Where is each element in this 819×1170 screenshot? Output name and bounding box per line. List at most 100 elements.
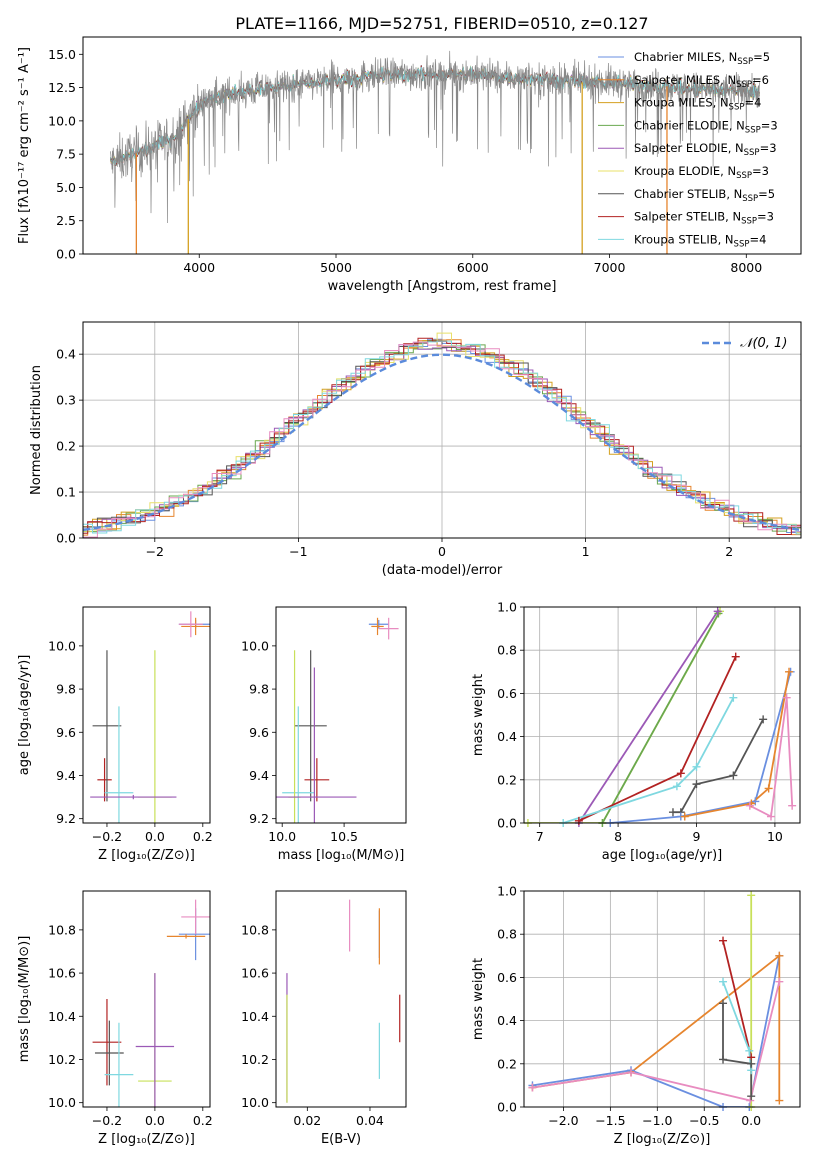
weight-marker xyxy=(680,812,689,821)
y-tick-label: 9.2 xyxy=(249,811,269,826)
x-tick-label: 10.0 xyxy=(268,829,296,844)
y-tick-label: 9.2 xyxy=(56,811,76,826)
spectrum-panel: 4000 5000 6000 7000 8000 0.0 2.5 5.0 7.5 10.0 12.5… xyxy=(17,36,802,294)
normal-curve xyxy=(83,353,801,532)
y-tick-label: 0.6 xyxy=(497,686,517,701)
weight-line xyxy=(749,697,794,818)
y-tick-label: 15.0 xyxy=(48,47,76,62)
x-axis-label: E(B-V) xyxy=(321,1132,361,1147)
y-tick-label: 9.4 xyxy=(249,768,269,783)
legend-label: Chabrier ELODIE, NSSP=3 xyxy=(634,118,778,135)
mass-vs-ebv-panel: 0.02 0.04 10.0 10.2 10.4 10.6 10.8 E(B-V) xyxy=(241,890,407,1147)
y-axis-label: mass weight xyxy=(471,674,486,756)
legend-label: Kroupa ELODIE, NSSP=3 xyxy=(634,164,769,181)
y-tick-label: 0.8 xyxy=(497,927,517,942)
axes-frame xyxy=(275,890,407,1108)
legend-label: Chabrier STELIB, NSSP=5 xyxy=(634,187,775,204)
weight-marker xyxy=(719,977,728,986)
weight-marker xyxy=(719,1055,728,1064)
x-axis-label: (data-model)/error xyxy=(382,563,503,578)
x-tick-label: 0.2 xyxy=(193,829,213,844)
x-tick-label: 2 xyxy=(725,544,733,559)
histogram-step xyxy=(83,337,801,535)
plot-area xyxy=(286,899,401,1103)
weight-marker xyxy=(759,715,768,724)
y-axis-label: age [log₁₀(age/yr)] xyxy=(17,655,32,776)
legend-label: 𝒩(0, 1) xyxy=(740,336,787,351)
plot-area xyxy=(276,617,399,823)
weight-marker xyxy=(766,812,775,821)
y-tick-label: 10.2 xyxy=(241,1052,269,1067)
weight-marker xyxy=(676,769,685,778)
plot-area xyxy=(83,332,801,538)
x-axis-label: age [log₁₀(age/yr)] xyxy=(602,848,723,863)
y-tick-label: 0.1 xyxy=(56,485,76,500)
x-tick-label: 0.2 xyxy=(193,1113,213,1128)
weight-marker xyxy=(574,816,583,825)
y-tick-label: 10.4 xyxy=(48,1009,76,1024)
y-tick-label: 12.5 xyxy=(48,80,76,95)
x-tick-label: 0.0 xyxy=(145,829,165,844)
weight-marker xyxy=(719,936,728,945)
y-tick-label: 5.0 xyxy=(56,180,76,195)
y-tick-label: 0.0 xyxy=(497,1100,517,1115)
y-tick-label: 9.6 xyxy=(249,725,269,740)
y-tick-label: 10.4 xyxy=(241,1009,269,1024)
x-tick-label: 9 xyxy=(693,829,701,844)
weight-vs-age-panel: 7 8 9 10 0.0 0.2 0.4 0.6 0.8 1.0 age [log₁₀(age/yr… xyxy=(471,600,801,863)
residual-histogram-panel: −2 −1 0 1 2 0.0 0.1 0.2 0.3 0.4 (data-model)/error… xyxy=(29,321,802,578)
x-tick-label: 10.5 xyxy=(330,829,358,844)
weight-line xyxy=(673,718,764,814)
legend-label: Kroupa MILES, NSSP=4 xyxy=(634,96,761,113)
x-tick-label: −0.2 xyxy=(92,1113,122,1128)
x-tick-label: −0.2 xyxy=(92,829,122,844)
x-tick-label: −2 xyxy=(146,544,164,559)
weight-vs-metallicity-panel: −2.0 −1.5 −1.0 −0.5 0.0 0.0 0.2 0.4 0.6 0.8 1.0 Z [… xyxy=(471,884,801,1147)
x-tick-label: −1.0 xyxy=(642,1113,672,1128)
y-tick-label: 0.0 xyxy=(56,247,76,262)
x-tick-label: 0.02 xyxy=(293,1113,321,1128)
y-tick-label: 10.6 xyxy=(241,966,269,981)
weight-marker xyxy=(713,607,722,616)
weight-marker xyxy=(764,784,773,793)
weight-line xyxy=(562,697,735,823)
x-tick-label: 10 xyxy=(767,829,783,844)
weight-marker xyxy=(745,1046,754,1055)
weight-marker xyxy=(672,782,681,791)
axes-frame xyxy=(523,890,801,1108)
axes-frame xyxy=(275,606,407,824)
weight-marker xyxy=(627,1068,636,1077)
mass-vs-metallicity-panel: −0.2 0.0 0.2 10.0 10.2 10.4 10.6 10.8 Z [log₁₀(Z… xyxy=(17,890,213,1147)
legend-label: Kroupa STELIB, NSSP=4 xyxy=(634,232,766,249)
axes-frame xyxy=(523,606,801,824)
weight-marker xyxy=(692,780,701,789)
y-tick-label: 0.4 xyxy=(497,1013,517,1028)
weight-marker xyxy=(747,891,756,900)
y-tick-label: 0.4 xyxy=(56,347,76,362)
weight-line xyxy=(527,610,721,823)
weight-line xyxy=(601,613,720,823)
histogram-step xyxy=(83,341,801,538)
weight-line xyxy=(684,671,790,818)
x-tick-label: 6000 xyxy=(457,260,489,275)
x-axis-label: Z [log₁₀(Z/Z⊙)] xyxy=(98,1132,195,1147)
y-tick-label: 9.8 xyxy=(249,682,269,697)
plot-area xyxy=(109,50,760,254)
x-tick-label: 5000 xyxy=(320,260,352,275)
y-tick-label: 0.0 xyxy=(56,531,76,546)
y-tick-label: 0.2 xyxy=(497,1056,517,1071)
y-tick-label: 0.2 xyxy=(497,772,517,787)
y-axis-label: Normed distribution xyxy=(29,365,44,495)
axes-frame xyxy=(82,321,802,539)
x-tick-label: −2.0 xyxy=(548,1113,578,1128)
x-tick-label: 0.04 xyxy=(356,1113,384,1128)
weight-marker xyxy=(782,693,791,702)
weight-line xyxy=(532,981,781,1102)
weight-marker xyxy=(731,652,740,661)
legend-label: Salpeter MILES, NSSP=6 xyxy=(634,73,769,90)
y-tick-label: 1.0 xyxy=(497,884,517,899)
weight-line xyxy=(722,1003,753,1097)
data-line xyxy=(110,50,760,224)
y-tick-label: 0.2 xyxy=(56,439,76,454)
